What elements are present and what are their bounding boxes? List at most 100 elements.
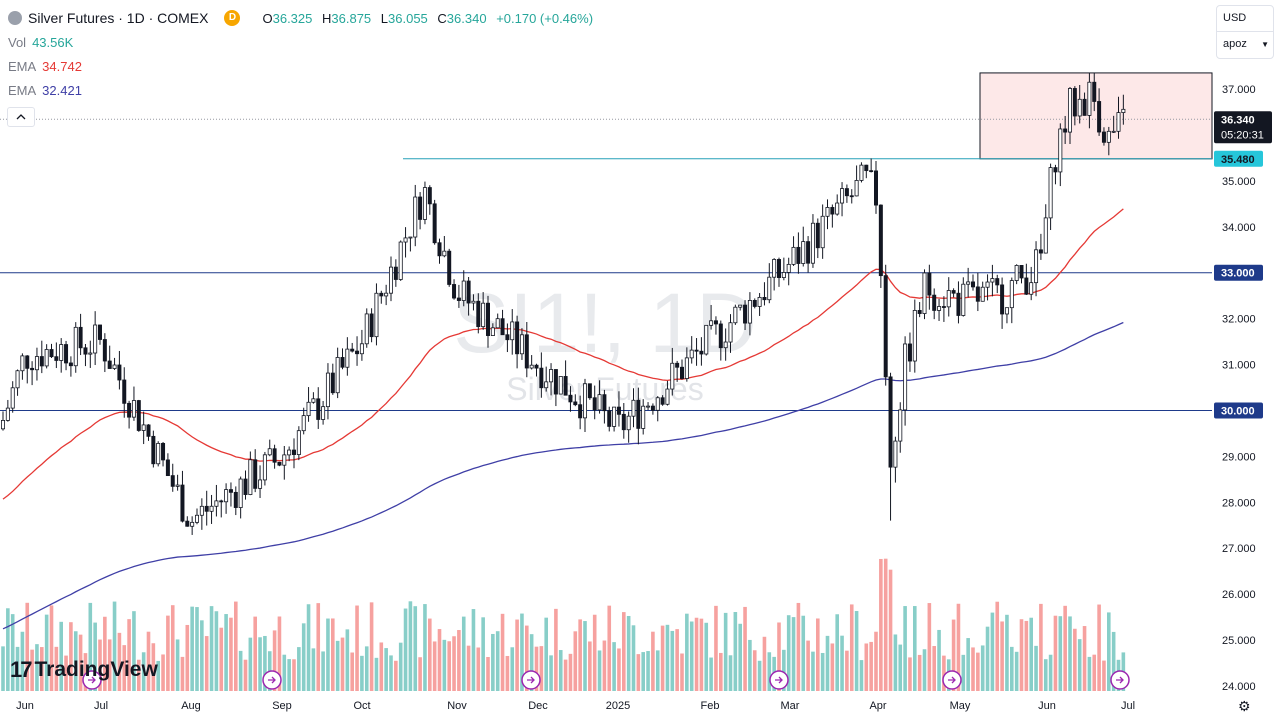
volume-bar [583, 621, 587, 691]
arrow-right-icon [775, 676, 783, 684]
volume-bar [243, 659, 248, 691]
volume-bar [180, 656, 185, 691]
volume-bar [510, 647, 515, 691]
volume-bar [379, 642, 384, 691]
volume-bar [98, 639, 102, 691]
volume-bar [689, 621, 694, 691]
candle-body [481, 302, 486, 328]
candle-body [631, 399, 636, 417]
collapse-legend-button[interactable] [7, 107, 35, 127]
candle-body [995, 278, 1000, 286]
volume-bar [1087, 656, 1092, 691]
volume-bar [316, 603, 321, 691]
candle-body [898, 409, 903, 442]
candle-body [68, 362, 73, 367]
candle-body [1024, 277, 1029, 295]
candle-body [849, 195, 854, 198]
volume-bar [369, 602, 374, 691]
volume-bar [234, 601, 238, 691]
volume-bar [1068, 616, 1072, 691]
time-tick-label: 2025 [606, 700, 630, 712]
candle-body [422, 187, 427, 220]
candle-body [655, 397, 660, 411]
volume-bar [859, 660, 864, 691]
volume-bar [122, 645, 127, 691]
volume-bar [636, 654, 641, 691]
candle-body [636, 399, 641, 429]
candle-body [495, 318, 500, 329]
time-tick-label: Jul [1121, 700, 1135, 712]
candle-body [558, 376, 563, 395]
candle-body [786, 263, 791, 273]
ema-slow-indicator[interactable]: EMA 32.421 [8, 83, 82, 98]
candle-body [951, 290, 956, 294]
ema-slow-line [2, 321, 1124, 630]
candle-body [490, 327, 495, 336]
candle-body [869, 170, 874, 173]
currency-menu[interactable]: USD apoz ▼ [1216, 5, 1274, 59]
volume-bar [301, 623, 306, 691]
time-axis: Jun Jul Aug Sep Oct Nov Dec 2025 Feb Mar Apr May Jun… [16, 700, 1135, 712]
candle-body [1029, 282, 1034, 295]
price-tick-label: 27.000 [1222, 543, 1256, 555]
volume-bar [1043, 659, 1048, 691]
volume-bar [762, 636, 767, 691]
currency-select[interactable]: USD [1223, 12, 1247, 24]
volume-bar [107, 639, 112, 691]
candle-body [214, 500, 219, 507]
volume-bar [447, 641, 451, 691]
volume-bar [73, 631, 78, 691]
candle-body [893, 440, 898, 468]
candle-body [927, 272, 932, 296]
volume-bar [69, 622, 73, 691]
volume-bar [675, 629, 679, 691]
price-tick-label: 28.000 [1222, 497, 1256, 509]
ema-fast-indicator[interactable]: EMA 34.742 [8, 59, 82, 74]
volume-bar [738, 623, 742, 691]
volume-bar [428, 618, 432, 691]
volume-indicator[interactable]: Vol 43.56K [8, 35, 74, 50]
candle-body [243, 478, 248, 495]
tradingview-logo[interactable]: 17 TradingView [10, 657, 158, 683]
candle-body [854, 180, 859, 197]
watermark: SI1!, 1D Silver Futures [453, 276, 756, 407]
scale-select[interactable]: apoz ▼ [1217, 31, 1273, 57]
candle-body [1077, 98, 1082, 117]
volume-bar [1107, 612, 1111, 691]
candle-body [156, 442, 161, 465]
candle-body [510, 321, 515, 341]
candle-body [684, 357, 689, 379]
volume-bar [529, 634, 534, 691]
level-price-text: 30.000 [1221, 405, 1255, 417]
time-tick-label: May [950, 700, 971, 712]
volume-bar [452, 636, 456, 691]
volume-bar [660, 625, 665, 691]
candle-body [54, 356, 59, 361]
volume-bar [1034, 645, 1038, 691]
volume-bar [922, 649, 927, 691]
candle-body [1063, 128, 1068, 133]
ema-lines [2, 208, 1124, 630]
candle-body [393, 266, 398, 280]
volume-bar [597, 650, 602, 691]
candle-body [258, 479, 263, 489]
candle-body [907, 343, 912, 362]
candle-body [112, 364, 117, 369]
candle-body [267, 448, 272, 456]
volume-bar [1063, 605, 1067, 691]
candle-body [767, 276, 772, 301]
volume-bar [49, 605, 54, 691]
candle-body [321, 406, 326, 420]
candle-body [1038, 249, 1043, 254]
symbol-title[interactable]: Silver Futures · 1D · COMEX [28, 10, 209, 26]
volume-bar [874, 631, 878, 691]
candle-body [277, 461, 282, 466]
candle-body [878, 204, 883, 277]
volume-bar [835, 614, 839, 691]
volume-bar [592, 614, 597, 691]
candle-body [452, 284, 457, 299]
volume-bar [908, 657, 912, 691]
settings-gear-icon[interactable]: ⚙ [1238, 698, 1251, 714]
volume-bar [777, 622, 781, 691]
